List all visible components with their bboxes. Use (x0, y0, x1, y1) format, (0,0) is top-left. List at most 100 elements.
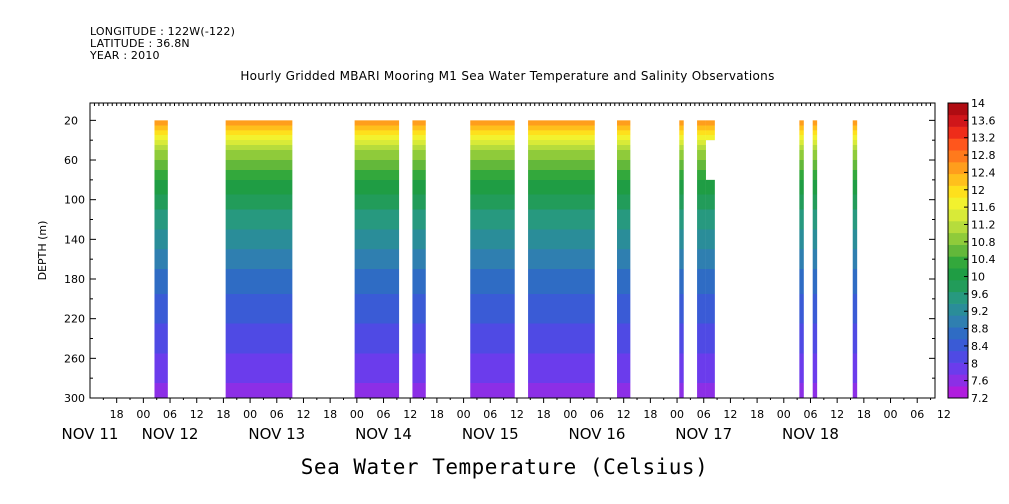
colorbar-swatch (948, 256, 968, 269)
colorbar-swatch (948, 209, 968, 222)
x-tick-label: 00 (136, 408, 150, 421)
data-segment-12 (812, 120, 818, 399)
x-tick-label: 18 (643, 408, 657, 421)
x-tick-label: 06 (377, 408, 391, 421)
data-segment-10 (705, 179, 715, 398)
day-label: NOV 16 (569, 425, 626, 443)
x-tick-label: 06 (483, 408, 497, 421)
day-label: NOV 15 (462, 425, 519, 443)
y-tick-label: 20 (64, 114, 78, 127)
x-tick-label: 12 (403, 408, 417, 421)
colorbar-tick-label: 8.8 (971, 323, 989, 336)
colorbar-tick-label: 9.2 (971, 305, 989, 318)
x-tick-label: 12 (723, 408, 737, 421)
data-segment-9 (705, 120, 715, 141)
colorbar-swatch (948, 362, 968, 375)
colorbar-tick-label: 10.8 (971, 236, 996, 249)
x-tick-label: 12 (296, 408, 310, 421)
day-label: NOV 17 (675, 425, 732, 443)
day-label: NOV 18 (782, 425, 839, 443)
colorbar-swatch (948, 185, 968, 198)
colorbar-swatch (948, 197, 968, 210)
colorbar-swatch (948, 339, 968, 352)
day-label: NOV 13 (248, 425, 305, 443)
colorbar-swatch (948, 386, 968, 399)
x-tick-label: 18 (110, 408, 124, 421)
x-tick-label: 00 (670, 408, 684, 421)
x-tick-label: 00 (350, 408, 364, 421)
y-tick-label: 300 (64, 392, 85, 405)
x-tick-label: 12 (937, 408, 951, 421)
colorbar-swatch (948, 244, 968, 257)
day-label: NOV 11 (62, 425, 119, 443)
latitude-label: LATITUDE : 36.8N (90, 37, 190, 50)
colorbar-tick-label: 11.2 (971, 218, 996, 231)
colorbar-swatch (948, 232, 968, 245)
colorbar-tick-label: 13.6 (971, 114, 996, 127)
chart-title: Hourly Gridded MBARI Mooring M1 Sea Wate… (240, 69, 775, 83)
colorbar-swatch (948, 114, 968, 127)
x-tick-label: 06 (163, 408, 177, 421)
colorbar-swatch (948, 173, 968, 186)
x-tick-label: 12 (830, 408, 844, 421)
x-tick-label: 12 (617, 408, 631, 421)
x-tick-label: 06 (697, 408, 711, 421)
colorbar-swatch (948, 291, 968, 304)
data-segment-2 (354, 120, 400, 399)
colorbar-swatch (948, 150, 968, 163)
data-segment-5 (528, 120, 595, 399)
colorbar-swatch (948, 221, 968, 234)
y-tick-label: 220 (64, 313, 85, 326)
colorbar-tick-label: 9.6 (971, 288, 989, 301)
day-label: NOV 12 (142, 425, 199, 443)
x-tick-label: 18 (323, 408, 337, 421)
colorbar: 7.2 7.6 8 8.4 8.8 9.2 9.6 10 10.4 10.8 11.2 11.6 12 1… (947, 97, 996, 405)
data-segment-13 (852, 120, 858, 399)
y-tick-label: 100 (64, 194, 85, 207)
y-tick-label: 140 (64, 233, 85, 246)
colorbar-tick-label: 14 (971, 97, 985, 110)
x-tick-label: 00 (563, 408, 577, 421)
y-axis-label: DEPTH (m) (36, 221, 49, 281)
colorbar-swatch (948, 138, 968, 151)
y-tick-label: 180 (64, 273, 85, 286)
x-tick-label: 06 (803, 408, 817, 421)
colorbar-swatch (948, 280, 968, 293)
x-tick-label: 00 (457, 408, 471, 421)
x-tick-label: 18 (750, 408, 764, 421)
y-tick-label: 60 (64, 154, 78, 167)
x-tick-label: 18 (857, 408, 871, 421)
colorbar-tick-label: 8.4 (971, 340, 989, 353)
colorbar-tick-label: 12 (971, 184, 985, 197)
x-tick-label: 18 (430, 408, 444, 421)
plot-area (154, 120, 858, 399)
x-tick-label: 18 (537, 408, 551, 421)
colorbar-frame (947, 102, 969, 399)
colorbar-tick-label: 12.8 (971, 149, 996, 162)
colorbar-tick-label: 10 (971, 271, 985, 284)
colorbar-swatch (948, 126, 968, 139)
day-label: NOV 14 (355, 425, 412, 443)
data-segment-0 (154, 120, 168, 399)
data-segment-3 (412, 120, 426, 399)
x-tick-label: 06 (910, 408, 924, 421)
x-tick-label: 18 (216, 408, 230, 421)
data-segment-11 (799, 120, 804, 399)
year-label: YEAR : 2010 (90, 49, 160, 62)
colorbar-title: Sea Water Temperature (Celsius) (300, 455, 709, 479)
colorbar-tick-label: 7.6 (971, 375, 989, 388)
data-segment-6 (617, 120, 631, 399)
data-segment-7 (679, 120, 684, 399)
colorbar-tick-label: 8 (971, 357, 978, 370)
colorbar-tick-label: 12.4 (971, 166, 996, 179)
colorbar-swatch (948, 268, 968, 281)
longitude-label: LONGITUDE : 122W(-122) (90, 25, 236, 38)
x-tick-label: 12 (190, 408, 204, 421)
data-segment-8 (697, 120, 706, 399)
colorbar-swatch (948, 103, 968, 116)
y-tick-label: 260 (64, 352, 85, 365)
data-segment-4 (470, 120, 515, 399)
x-tick-label: 06 (590, 408, 604, 421)
